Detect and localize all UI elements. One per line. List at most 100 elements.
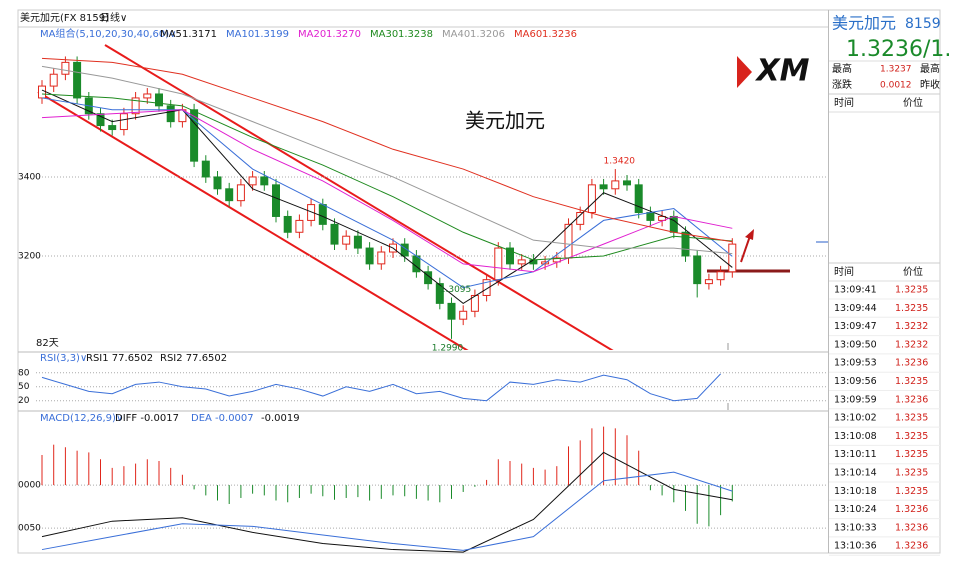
trade-time: 13:10:08 xyxy=(834,431,877,442)
macd-title[interactable]: MACD(12,26,9)∨ xyxy=(40,413,123,424)
candle-body xyxy=(201,160,210,178)
candle-body xyxy=(61,61,70,75)
indicator-line xyxy=(41,97,733,289)
candle-body xyxy=(552,257,561,263)
candle-body xyxy=(470,294,479,312)
candle-body xyxy=(108,125,117,131)
trade-time: 13:09:44 xyxy=(834,303,877,314)
candle-body xyxy=(587,184,596,214)
candle-body xyxy=(213,176,222,190)
candle-body xyxy=(576,212,585,225)
indicator-line xyxy=(41,471,733,551)
candle-body xyxy=(681,231,690,257)
candle-body xyxy=(330,223,339,245)
candle-body xyxy=(225,188,234,202)
candle-body xyxy=(564,223,573,259)
candle-body xyxy=(49,73,58,87)
legend-value: 1.3238 xyxy=(398,29,433,40)
quote-cell: 最高 xyxy=(920,62,940,75)
quote-code: 8159 xyxy=(905,16,941,32)
legend-value: 1.3199 xyxy=(254,29,289,40)
indicator-line xyxy=(41,93,733,261)
candle-body xyxy=(658,215,667,221)
trade-price: 1.3235 xyxy=(895,431,928,442)
candle-body xyxy=(283,215,292,233)
trade-time: 13:10:24 xyxy=(834,504,877,515)
panel xyxy=(36,372,828,402)
trade-time: 13:09:53 xyxy=(834,358,877,369)
indicator-line xyxy=(41,373,721,402)
trade-time: 13:09:56 xyxy=(834,376,877,387)
quote-cell: 最高 xyxy=(832,62,852,75)
channel-line xyxy=(37,91,469,350)
logo-text: XM xyxy=(755,54,810,89)
trade-time: 13:10:33 xyxy=(834,522,877,533)
y-tick-label: 3400 xyxy=(18,172,41,182)
column-header: 价位 xyxy=(903,96,923,109)
arrow-head xyxy=(745,229,754,240)
candle-body xyxy=(459,310,468,320)
trade-price: 1.3235 xyxy=(895,486,928,497)
candle-body xyxy=(166,105,175,123)
period-selector[interactable]: 日线∨ xyxy=(100,11,127,24)
indicator-line xyxy=(41,451,733,553)
candle-body xyxy=(506,247,514,265)
panel xyxy=(36,56,828,339)
candle-body xyxy=(623,180,631,186)
ma-legend-title[interactable]: MA组合(5,10,20,30,40,60)∨ xyxy=(40,27,176,40)
quote-cell: 昨收 xyxy=(920,78,940,91)
candle-body xyxy=(494,247,503,281)
logo-triangle xyxy=(737,56,752,88)
candle-body xyxy=(155,93,163,107)
trade-price: 1.3236 xyxy=(895,541,928,552)
trade-time: 13:10:36 xyxy=(834,541,877,552)
trade-price: 1.3232 xyxy=(895,339,928,350)
candle-body xyxy=(318,204,327,225)
y-tick-label: 50 xyxy=(18,382,30,392)
frame xyxy=(17,9,941,554)
candle-body xyxy=(517,259,526,265)
period-label: 82天 xyxy=(36,338,59,349)
legend-value: 1.3206 xyxy=(470,29,505,40)
legend-value: 1.3270 xyxy=(326,29,361,40)
indicator-line xyxy=(41,89,733,304)
legend-name: MA30 xyxy=(370,29,398,40)
candle-body xyxy=(38,85,46,99)
trade-price: 1.3235 xyxy=(895,413,928,424)
candle-body xyxy=(307,204,316,221)
candle-body xyxy=(131,97,140,115)
legend-value: 1.3171 xyxy=(182,29,217,40)
candle-body xyxy=(96,113,105,127)
trade-time: 13:10:02 xyxy=(834,413,877,424)
price-annotation: 1.3420 xyxy=(604,157,636,167)
quote-cell: 涨跌 xyxy=(832,78,852,91)
candle-body xyxy=(236,184,245,202)
quote-name: 美元加元 xyxy=(832,14,896,33)
quote-cell: 1.3237 xyxy=(880,65,912,75)
column-header: 价位 xyxy=(903,265,923,278)
quote-price: 1.3236/1. xyxy=(846,37,951,62)
legend-value: 1.3236 xyxy=(542,29,577,40)
channel xyxy=(37,44,614,350)
price-annotation: 1.3095 xyxy=(440,285,472,295)
candle-body xyxy=(646,212,655,221)
legend-name: MA5 xyxy=(160,29,182,40)
candle-body xyxy=(599,184,608,190)
y-tick-label: 3200 xyxy=(18,251,41,261)
column-header: 时间 xyxy=(834,96,854,109)
chart-title: 美元加元 xyxy=(465,109,545,133)
trade-time: 13:09:59 xyxy=(834,394,877,405)
trade-time: 13:09:41 xyxy=(834,285,877,296)
rsi-title[interactable]: RSI(3,3)∨ xyxy=(40,353,87,364)
candle-body xyxy=(248,176,257,186)
candle-body xyxy=(190,109,199,162)
legend-entry: -0.0019 xyxy=(261,413,300,424)
candle-body xyxy=(377,251,386,265)
indicator-line xyxy=(41,65,733,255)
trade-time: 13:10:14 xyxy=(834,468,877,479)
quote-cell: 0.0012 xyxy=(880,81,912,91)
trade-time: 13:09:47 xyxy=(834,321,877,332)
trade-time: 13:10:11 xyxy=(834,449,877,460)
price-annotation: 1.2990 xyxy=(432,343,464,353)
